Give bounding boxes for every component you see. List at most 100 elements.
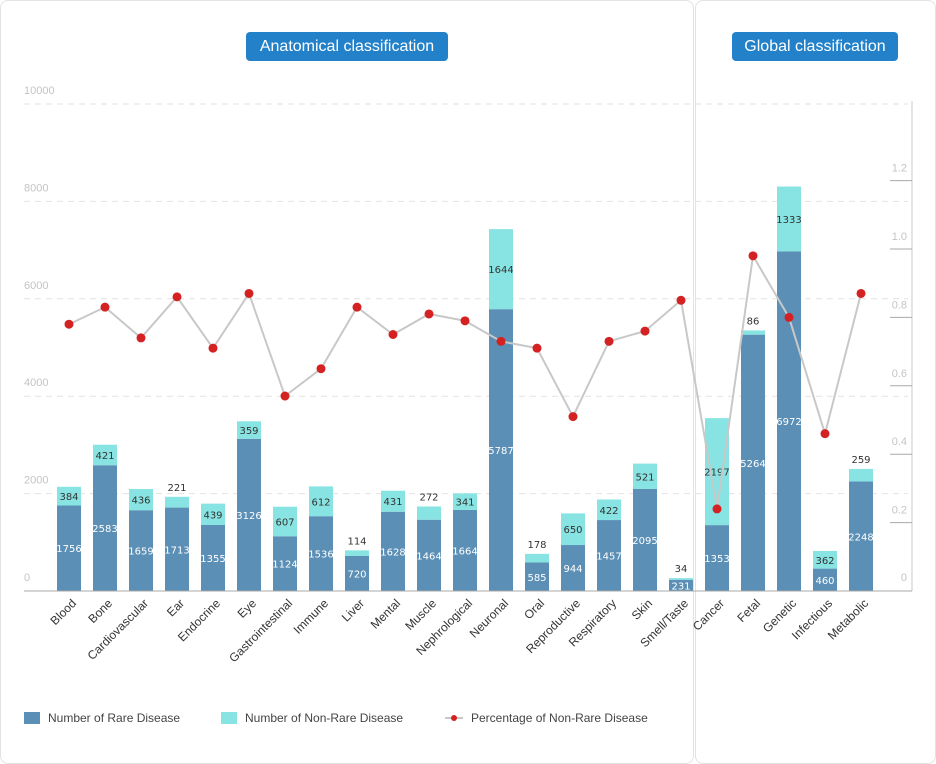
bar-rare <box>633 488 657 591</box>
bar-non-rare <box>561 513 585 546</box>
bar-non-rare-label: 422 <box>599 506 618 517</box>
bar-non-rare-label: 178 <box>527 540 546 551</box>
bar-rare-label: 231 <box>671 581 690 592</box>
bar-rare-label: 1664 <box>452 546 477 557</box>
x-axis-label: Fetal <box>734 596 763 625</box>
bar-rare-label: 1464 <box>416 551 441 562</box>
right-axis-tick-label: 1.0 <box>892 231 907 243</box>
bar-non-rare <box>453 493 477 510</box>
bar-rare <box>273 536 297 591</box>
bar-non-rare <box>273 506 297 537</box>
percentage-point <box>244 288 254 298</box>
bar-non-rare-label: 439 <box>203 510 222 521</box>
bar-non-rare <box>93 444 117 466</box>
legend-item-rare[interactable]: Number of Rare Disease <box>24 709 180 727</box>
legend-item-percentage[interactable]: Percentage of Non-Rare Disease <box>445 709 648 727</box>
bar-rare <box>561 545 585 591</box>
bar-rare <box>669 579 693 591</box>
bar-non-rare <box>597 499 621 521</box>
percentage-point <box>424 309 434 319</box>
x-axis-label: Neuronal <box>467 596 511 640</box>
bar-rare-label: 2248 <box>848 532 873 543</box>
bar-rare <box>165 507 189 591</box>
bar-non-rare-label: 362 <box>815 556 834 567</box>
percentage-point <box>784 312 794 322</box>
x-axis-label: Immune <box>291 596 332 637</box>
bar-non-rare-label: 221 <box>167 483 186 494</box>
bar-rare <box>705 525 729 591</box>
left-axis-tick-label: 4000 <box>24 377 48 389</box>
bar-rare-label: 1124 <box>272 560 297 571</box>
percentage-point <box>712 504 722 514</box>
bar-non-rare <box>813 550 837 569</box>
x-axis-label: Skin <box>629 596 655 622</box>
percentage-point <box>172 292 182 302</box>
left-axis-tick-label: 8000 <box>24 182 48 194</box>
percentage-point <box>64 319 74 329</box>
bar-rare <box>849 481 873 591</box>
percentage-point <box>460 316 470 326</box>
x-axis-label: Ear <box>164 596 187 619</box>
bar-non-rare-label: 436 <box>131 496 150 507</box>
percentage-point <box>640 326 650 336</box>
right-axis-tick-label: 0.2 <box>892 505 907 517</box>
bar-rare <box>57 505 81 591</box>
bar-rare-label: 6972 <box>776 417 801 428</box>
percentage-point <box>388 330 398 339</box>
bar-rare-label: 5264 <box>740 459 765 470</box>
percentage-point <box>316 364 326 374</box>
percentage-point <box>604 336 614 346</box>
bar-rare <box>93 465 117 591</box>
bar-rare-label: 460 <box>815 576 834 587</box>
right-axis-tick-label: 1.2 <box>892 163 907 175</box>
bar-rare-label: 944 <box>563 564 582 575</box>
right-axis: 0 0.2 0.4 0.6 0.8 1.0 1.2 <box>890 101 913 591</box>
bar-non-rare-label: 607 <box>275 517 294 528</box>
bar-rare <box>417 519 441 591</box>
bar-rare <box>597 520 621 591</box>
percentage-point <box>568 412 578 422</box>
bar-rare-label: 1628 <box>380 547 405 558</box>
bar-rare <box>525 562 549 591</box>
left-axis-tick-label: 10000 <box>24 85 55 97</box>
bar-rare <box>381 511 405 591</box>
legend-item-non-rare[interactable]: Number of Non-Rare Disease <box>221 709 403 727</box>
percentage-point <box>856 288 866 298</box>
bar-non-rare <box>57 486 81 506</box>
bar-rare-label: 2583 <box>92 524 117 535</box>
bar-rare <box>129 510 153 591</box>
percentage-line <box>64 251 866 514</box>
bar-non-rare-label: 341 <box>455 498 474 509</box>
bar-non-rare <box>309 486 333 517</box>
left-axis-tick-label: 0 <box>24 572 30 584</box>
bar-rare-label: 1659 <box>128 547 153 558</box>
bar-non-rare-label: 1644 <box>488 265 513 276</box>
x-axis-label: Bone <box>85 596 115 626</box>
bar-non-rare <box>777 186 801 252</box>
percentage-point <box>820 429 830 439</box>
legend-non-rare-label: Number of Non-Rare Disease <box>245 711 404 725</box>
bar-rare <box>345 555 369 591</box>
gridlines <box>24 103 908 495</box>
bar-rare <box>237 438 261 591</box>
bar-non-rare <box>633 463 657 489</box>
bar-rare-label: 2095 <box>632 536 657 547</box>
bar-non-rare <box>525 553 549 563</box>
bar-rare <box>813 568 837 591</box>
bar-rare <box>777 251 801 591</box>
bar-non-rare <box>741 330 765 335</box>
percentage-point <box>100 302 110 312</box>
bar-non-rare-label: 86 <box>747 316 760 327</box>
bar-rare-label: 3126 <box>236 511 261 522</box>
percentage-point <box>352 302 362 312</box>
right-axis-tick-label: 0.8 <box>892 299 907 311</box>
global-classification-title: Global classification <box>732 32 898 61</box>
bar-non-rare-label: 359 <box>239 426 258 437</box>
percentage-point <box>496 336 506 346</box>
bar-rare-label: 1353 <box>704 554 729 565</box>
bar-non-rare-label: 612 <box>311 497 330 508</box>
bar-rare-label: 5787 <box>488 446 513 457</box>
bar-non-rare <box>669 578 693 580</box>
bar-non-rare-label: 1333 <box>776 215 801 226</box>
